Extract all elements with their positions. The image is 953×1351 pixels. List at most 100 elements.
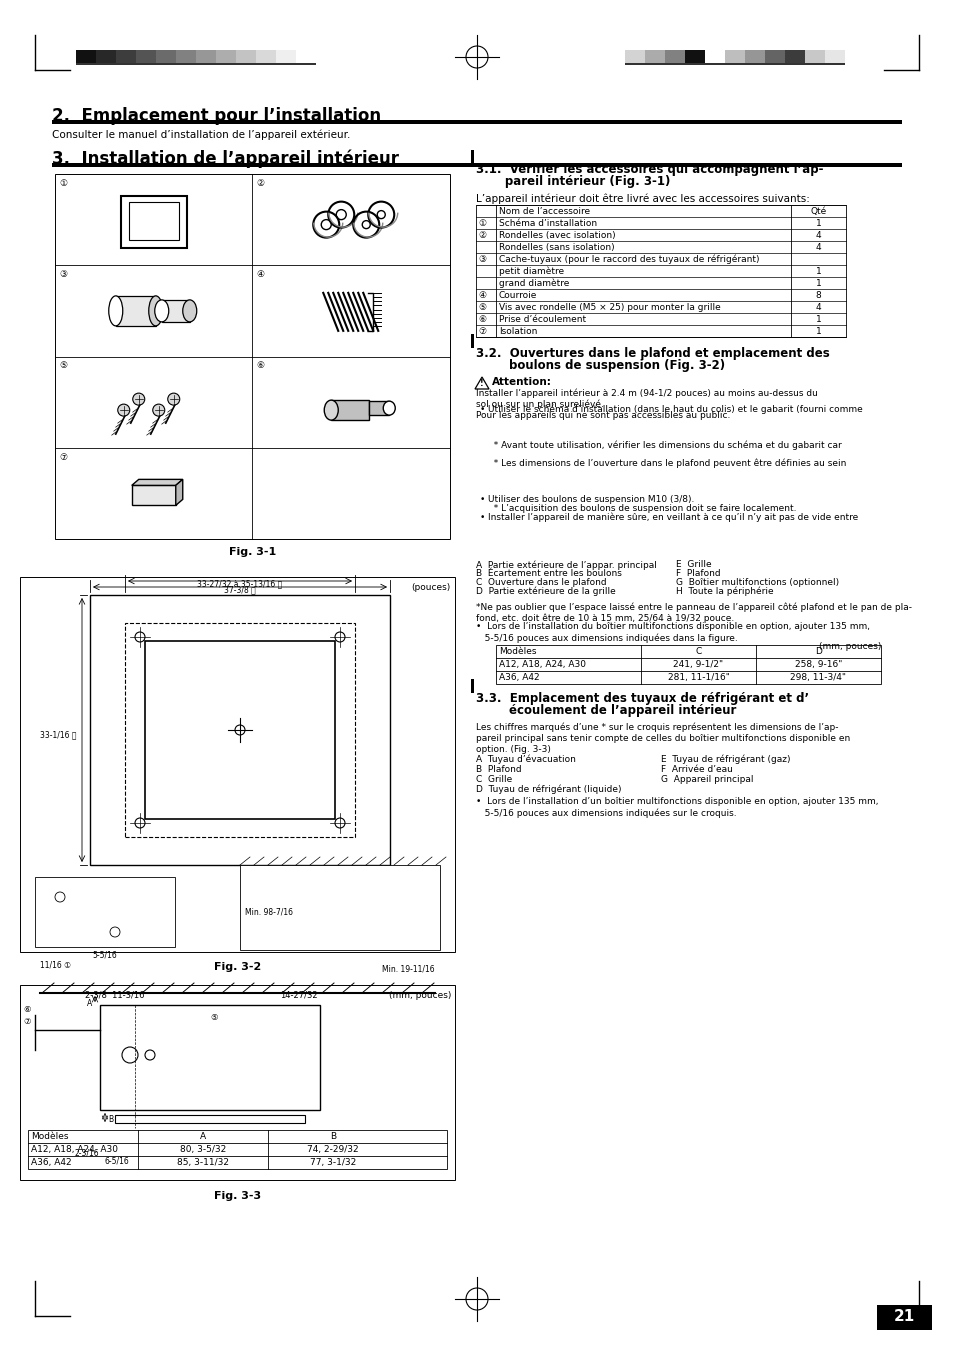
Text: F  Arrivée d’eau: F Arrivée d’eau bbox=[660, 765, 732, 774]
Ellipse shape bbox=[383, 401, 395, 415]
Text: H  Toute la périphérie: H Toute la périphérie bbox=[676, 586, 773, 597]
Bar bbox=[125, 623, 355, 838]
Text: A36, A42: A36, A42 bbox=[30, 1158, 71, 1167]
Text: A: A bbox=[87, 998, 91, 1008]
Bar bbox=[145, 640, 335, 819]
Text: Installer l’appareil de manière sûre, en veillant à ce qu’il n’y ait pas de vide: Installer l’appareil de manière sûre, en… bbox=[488, 513, 858, 523]
Text: 1: 1 bbox=[815, 327, 821, 336]
Text: 3.1.  Vérifier les accessoires qui accompagnent l’ap-: 3.1. Vérifier les accessoires qui accomp… bbox=[476, 163, 822, 176]
Text: B: B bbox=[108, 1115, 113, 1124]
Text: Min. 19-11/16: Min. 19-11/16 bbox=[382, 965, 435, 973]
Text: •: • bbox=[479, 494, 485, 504]
Text: boulons de suspension (Fig. 3-2): boulons de suspension (Fig. 3-2) bbox=[476, 359, 724, 372]
Text: 1: 1 bbox=[815, 280, 821, 288]
Text: Courroie: Courroie bbox=[498, 290, 537, 300]
Text: pareil intérieur (Fig. 3-1): pareil intérieur (Fig. 3-1) bbox=[476, 176, 670, 188]
Bar bbox=[55, 174, 450, 539]
Text: Isolation: Isolation bbox=[498, 327, 537, 336]
Text: ⑥: ⑥ bbox=[23, 1005, 30, 1015]
Text: 4: 4 bbox=[815, 243, 821, 253]
Circle shape bbox=[132, 393, 145, 405]
Text: L’appareil intérieur doit être livré avec les accessoires suivants:: L’appareil intérieur doit être livré ave… bbox=[476, 193, 809, 204]
Text: ③: ③ bbox=[477, 255, 486, 263]
Text: ⑦: ⑦ bbox=[23, 1017, 30, 1025]
Text: 1: 1 bbox=[815, 219, 821, 228]
Text: !: ! bbox=[479, 380, 483, 389]
Bar bbox=[20, 577, 455, 952]
Bar bbox=[471, 334, 474, 349]
Bar bbox=[724, 50, 744, 63]
Bar bbox=[476, 205, 845, 336]
Text: 37-3/8 ⓐ: 37-3/8 ⓐ bbox=[224, 585, 255, 594]
Text: ⑥: ⑥ bbox=[477, 315, 486, 324]
Text: petit diamètre: petit diamètre bbox=[498, 267, 563, 277]
Text: 80, 3-5/32: 80, 3-5/32 bbox=[180, 1146, 226, 1154]
Text: Rondelles (avec isolation): Rondelles (avec isolation) bbox=[498, 231, 615, 240]
Text: 77, 3-1/32: 77, 3-1/32 bbox=[310, 1158, 355, 1167]
Bar bbox=[129, 201, 178, 239]
Bar bbox=[20, 985, 455, 1179]
Text: ①: ① bbox=[59, 178, 67, 188]
Text: 74, 2-29/32: 74, 2-29/32 bbox=[307, 1146, 358, 1154]
Text: Fig. 3-3: Fig. 3-3 bbox=[213, 1192, 261, 1201]
Text: C: C bbox=[695, 647, 700, 657]
Text: * Avant toute utilisation, vérifier les dimensions du schéma et du gabarit car: * Avant toute utilisation, vérifier les … bbox=[488, 440, 841, 450]
Text: D: D bbox=[814, 647, 821, 657]
Text: •: • bbox=[479, 404, 485, 413]
Text: A12, A18, A24, A30: A12, A18, A24, A30 bbox=[30, 1146, 118, 1154]
Text: •  Lors de l’installation d’un boîtier multifonctions disponible en option, ajou: • Lors de l’installation d’un boîtier mu… bbox=[476, 797, 878, 817]
Text: 8: 8 bbox=[815, 290, 821, 300]
Ellipse shape bbox=[183, 300, 196, 322]
Text: 3.  Installation de l’appareil intérieur: 3. Installation de l’appareil intérieur bbox=[52, 149, 398, 168]
Text: écoulement de l’appareil intérieur: écoulement de l’appareil intérieur bbox=[476, 704, 736, 717]
Text: E  Grille: E Grille bbox=[676, 561, 711, 569]
Bar bbox=[132, 485, 175, 505]
Text: F  Plafond: F Plafond bbox=[676, 569, 720, 578]
Bar bbox=[215, 50, 235, 63]
Bar bbox=[275, 50, 295, 63]
Bar bbox=[369, 401, 389, 415]
Text: A36, A42: A36, A42 bbox=[498, 673, 539, 682]
Text: grand diamètre: grand diamètre bbox=[498, 280, 569, 289]
Text: 4: 4 bbox=[815, 303, 821, 312]
Text: 3.2.  Ouvertures dans le plafond et emplacement des: 3.2. Ouvertures dans le plafond et empla… bbox=[476, 347, 829, 359]
Text: C  Grille: C Grille bbox=[476, 775, 512, 784]
Text: Schéma d’installation: Schéma d’installation bbox=[498, 219, 597, 228]
Bar bbox=[804, 50, 824, 63]
Bar bbox=[76, 63, 315, 65]
Text: 258, 9-16": 258, 9-16" bbox=[794, 661, 841, 669]
Text: ⑤: ⑤ bbox=[59, 362, 67, 370]
Circle shape bbox=[55, 892, 65, 902]
Circle shape bbox=[168, 393, 179, 405]
Text: Min. 98-7/16: Min. 98-7/16 bbox=[245, 908, 293, 916]
Bar bbox=[52, 163, 901, 168]
Bar bbox=[295, 50, 315, 63]
Bar bbox=[784, 50, 804, 63]
Text: Fig. 3-2: Fig. 3-2 bbox=[213, 962, 261, 971]
Text: B  Écartement entre les boulons: B Écartement entre les boulons bbox=[476, 569, 621, 578]
Text: D  Partie extérieure de la grille: D Partie extérieure de la grille bbox=[476, 586, 615, 597]
Polygon shape bbox=[132, 480, 183, 485]
Text: 33-1/16 ⓐ: 33-1/16 ⓐ bbox=[40, 730, 77, 739]
Text: B: B bbox=[330, 1132, 335, 1142]
Text: C  Ouverture dans le plafond: C Ouverture dans le plafond bbox=[476, 578, 606, 586]
Bar bbox=[35, 877, 174, 947]
Text: A  Tuyau d’évacuation: A Tuyau d’évacuation bbox=[476, 755, 576, 765]
Polygon shape bbox=[175, 480, 183, 505]
Text: Rondelles (sans isolation): Rondelles (sans isolation) bbox=[498, 243, 614, 253]
Text: B  Plafond: B Plafond bbox=[476, 765, 521, 774]
Ellipse shape bbox=[324, 400, 338, 420]
Text: •  Lors de l’installation du boîtier multifonctions disponible en option, ajoute: • Lors de l’installation du boîtier mult… bbox=[476, 621, 869, 643]
Text: 298, 11-3/4": 298, 11-3/4" bbox=[790, 673, 845, 682]
Bar bbox=[704, 50, 724, 63]
Bar bbox=[624, 50, 644, 63]
Bar bbox=[331, 400, 369, 420]
Bar bbox=[255, 50, 275, 63]
Text: 14-27/32: 14-27/32 bbox=[280, 992, 317, 1000]
Text: G  Boîtier multifonctions (optionnel): G Boîtier multifonctions (optionnel) bbox=[676, 578, 839, 586]
Text: D  Tuyau de réfrigérant (liquide): D Tuyau de réfrigérant (liquide) bbox=[476, 785, 620, 794]
Bar bbox=[664, 50, 684, 63]
Text: A12, A18, A24, A30: A12, A18, A24, A30 bbox=[498, 661, 585, 669]
Text: Cache-tuyaux (pour le raccord des tuyaux de réfrigérant): Cache-tuyaux (pour le raccord des tuyaux… bbox=[498, 255, 759, 265]
Bar bbox=[115, 296, 155, 326]
